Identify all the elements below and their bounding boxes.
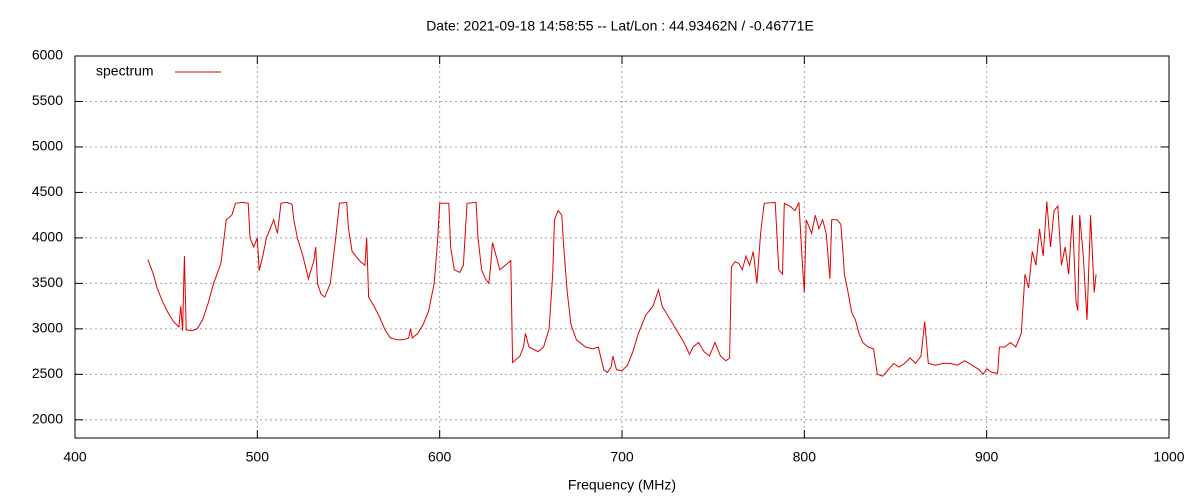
y-tick-label: 2500	[32, 365, 63, 381]
y-tick-label: 3500	[32, 274, 63, 290]
spectrum-line	[147, 201, 1097, 377]
x-tick-label: 1000	[1153, 449, 1184, 465]
x-tick-label: 900	[975, 449, 999, 465]
x-tick-label: 600	[428, 449, 452, 465]
x-axis-label: Frequency (MHz)	[568, 477, 676, 493]
plot-frame	[74, 55, 1170, 439]
y-tick-label: 4500	[32, 183, 63, 199]
y-tick-label: 2000	[32, 411, 63, 427]
y-tick-label: 3000	[32, 320, 63, 336]
legend-label: spectrum	[96, 63, 154, 79]
x-tick-label: 800	[793, 449, 817, 465]
x-tick-label: 700	[610, 449, 634, 465]
x-tick-label: 400	[63, 449, 87, 465]
chart-title: Date: 2021-09-18 14:58:55 -- Lat/Lon : 4…	[426, 18, 814, 34]
y-tick-label: 6000	[32, 47, 63, 63]
y-tick-label: 4000	[32, 229, 63, 245]
y-tick-label: 5500	[32, 92, 63, 108]
x-tick-label: 500	[246, 449, 270, 465]
y-tick-label: 5000	[32, 138, 63, 154]
